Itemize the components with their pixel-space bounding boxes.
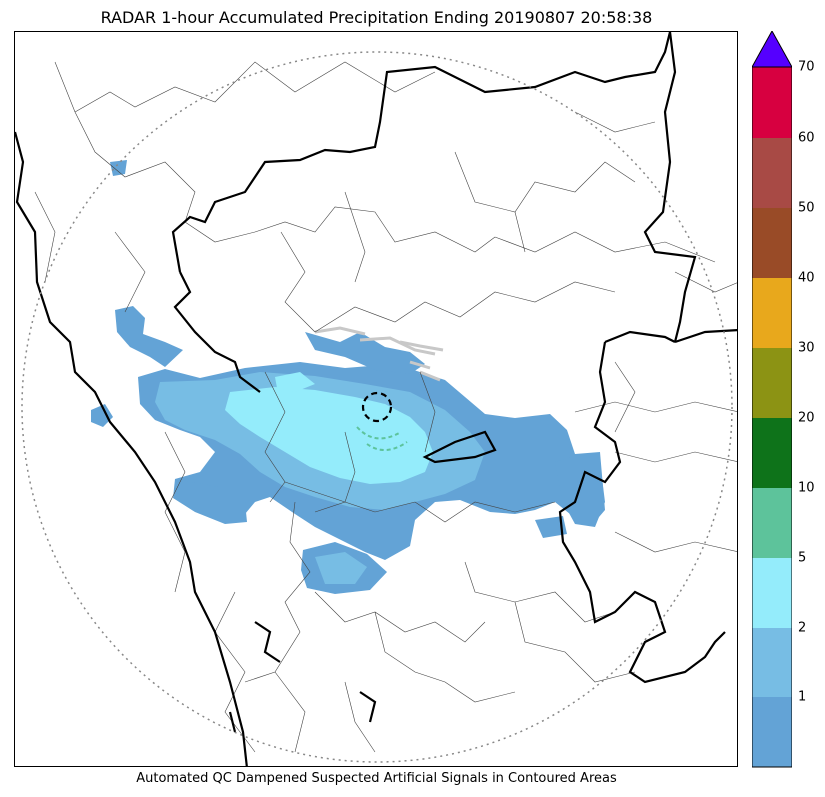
colorbar-bin-7 xyxy=(752,278,792,348)
colorbar-bin-8 xyxy=(752,208,792,278)
colorbar-tick-label: 2 xyxy=(798,620,807,636)
colorbar-bin-3 xyxy=(752,558,792,628)
precip-patch-coast xyxy=(91,404,113,427)
precip-patch-southwest xyxy=(173,479,247,524)
colorbar-bin-9 xyxy=(752,138,792,208)
colorbar-tick-label: 50 xyxy=(798,200,815,216)
radar-coverage-ring xyxy=(21,51,733,763)
radar-site-marker xyxy=(361,391,393,423)
colorbar-tick-label: 40 xyxy=(798,270,815,286)
colorbar-bin-6 xyxy=(752,348,792,418)
colorbar xyxy=(752,31,792,768)
colorbar-tick-label: 20 xyxy=(798,410,815,426)
colorbar-bin-1 xyxy=(752,697,792,767)
precip-patch-north xyxy=(305,332,425,374)
qc-green-arc-2 xyxy=(366,441,408,451)
precip-patch-southeast xyxy=(535,516,567,538)
radar-map[interactable] xyxy=(14,31,738,767)
qc-dampened-signals xyxy=(314,326,444,382)
colorbar-tick-label: 30 xyxy=(798,340,815,356)
precip-patch-west xyxy=(115,306,183,367)
colorbar-bin-10 xyxy=(752,67,792,138)
precip-patch-northwest xyxy=(110,160,127,176)
map-title: RADAR 1-hour Accumulated Precipitation E… xyxy=(100,8,653,27)
radar-map-canvas xyxy=(15,32,737,766)
district-boundaries xyxy=(34,61,737,753)
colorbar-bin-5 xyxy=(752,418,792,488)
precip-core-heavy-2 xyxy=(275,372,315,392)
colorbar-tick-label: 1 xyxy=(798,689,807,705)
colorbar-tick-label: 70 xyxy=(798,59,815,75)
qc-footnote: Automated QC Dampened Suspected Artifici… xyxy=(136,771,617,786)
colorbar-bin-2 xyxy=(752,628,792,697)
colorbar-bin-4 xyxy=(752,488,792,558)
state-borders xyxy=(15,32,737,766)
colorbar-tick-label: 60 xyxy=(798,130,815,146)
precip-moderate-south xyxy=(315,552,367,584)
colorbar-tick-label: 10 xyxy=(798,480,815,496)
precip-core-heavy xyxy=(225,387,433,484)
colorbar-tick-label: 5 xyxy=(798,550,807,566)
precipitation-layer xyxy=(91,160,605,594)
colorbar-extend-triangle xyxy=(752,31,792,68)
qc-green-arc xyxy=(356,426,402,440)
precip-patch-east xyxy=(555,454,605,527)
